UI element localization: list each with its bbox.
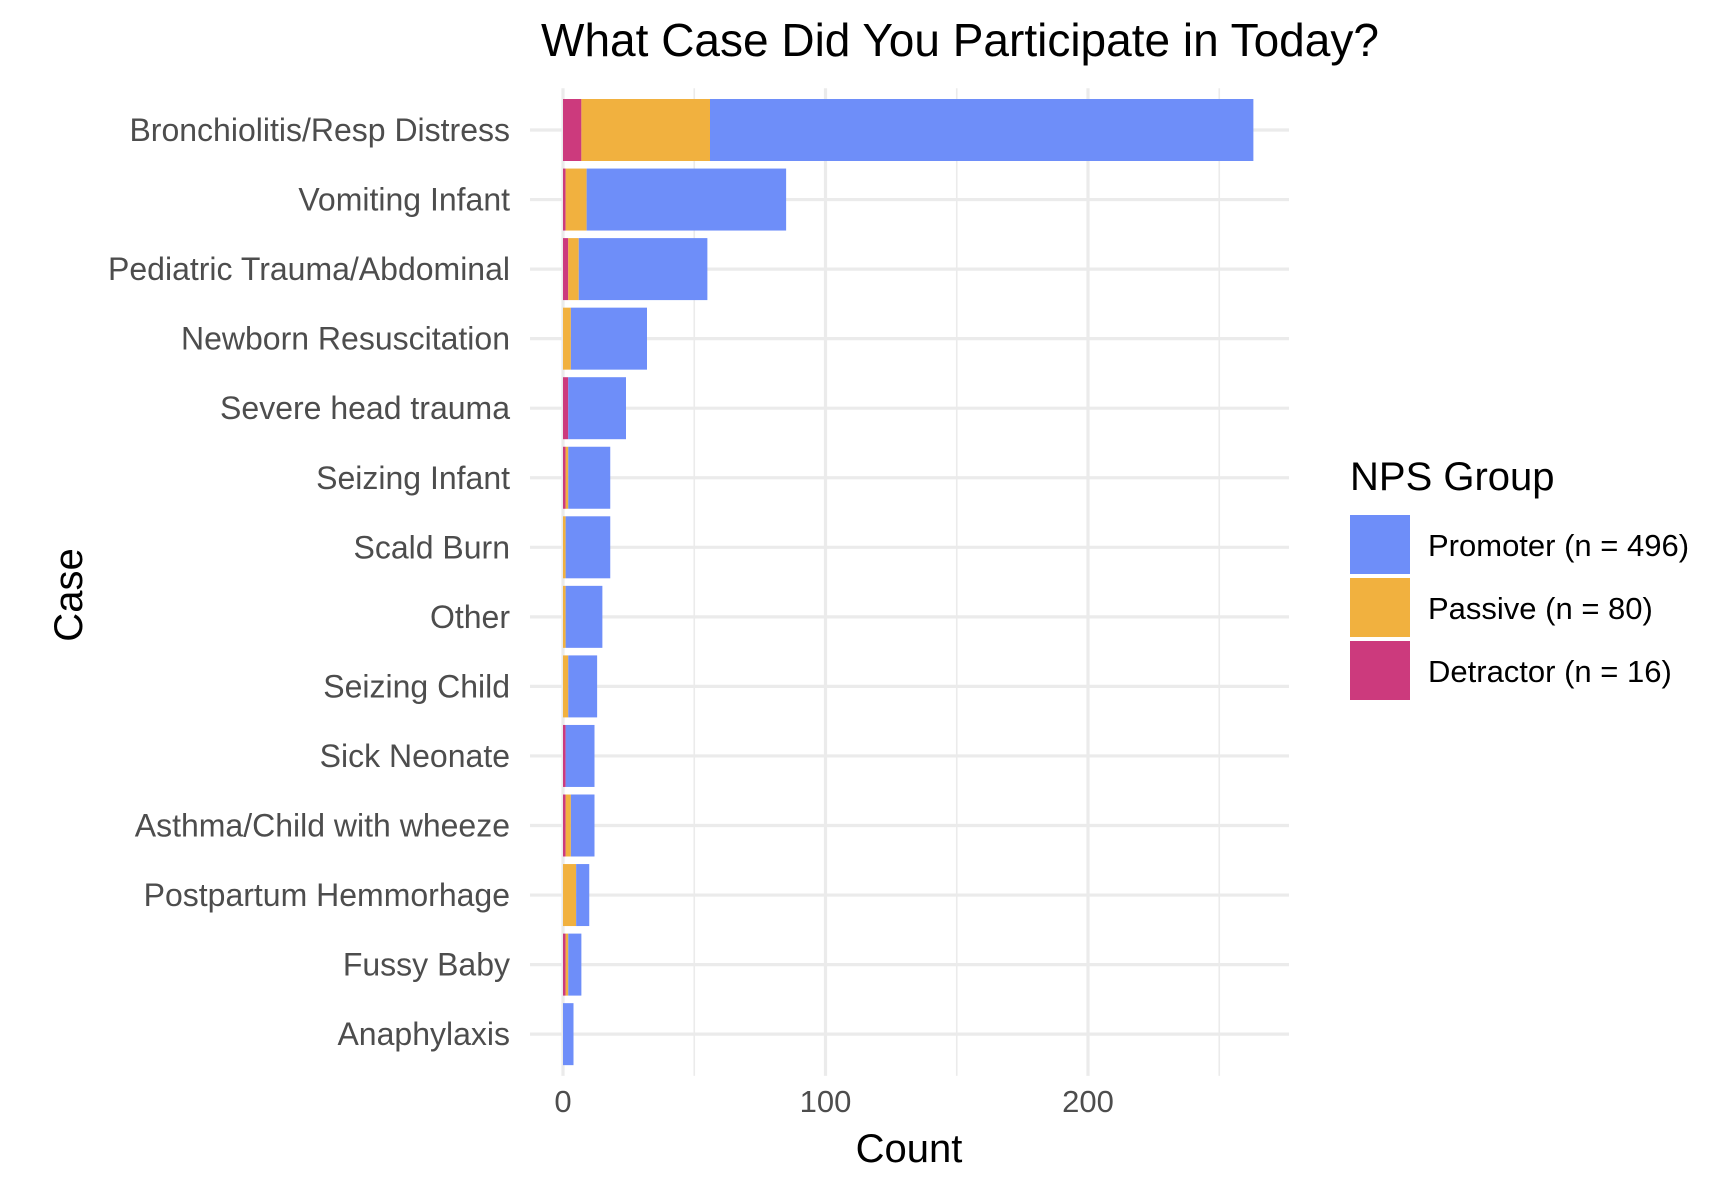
category-label: Pediatric Trauma/Abdominal xyxy=(108,251,510,287)
legend: NPS Group Promoter (n = 496) Passive (n =… xyxy=(1350,455,1689,700)
x-tick-label: 0 xyxy=(554,1084,571,1119)
x-axis-title: Count xyxy=(856,1127,963,1171)
legend-swatch xyxy=(1350,641,1410,700)
category-labels: Bronchiolitis/Resp Distress Vomiting Infa… xyxy=(108,112,510,1052)
legend-swatch xyxy=(1350,578,1410,637)
bar-detractor xyxy=(563,168,566,231)
bar-passive xyxy=(565,794,571,857)
bar-detractor xyxy=(563,238,569,301)
bar-passive xyxy=(563,864,577,927)
category-label: Scald Burn xyxy=(353,529,510,565)
category-label: Anaphylaxis xyxy=(337,1016,510,1052)
category-label: Other xyxy=(430,599,510,635)
y-axis-title: Case xyxy=(47,548,91,641)
category-label: Postpartum Hemmorhage xyxy=(144,877,510,913)
bar-promoter xyxy=(565,516,611,579)
grid xyxy=(530,88,1289,1076)
legend-label: Detractor (n = 16) xyxy=(1428,654,1672,689)
bar-promoter xyxy=(568,377,626,440)
chart-title: What Case Did You Participate in Today? xyxy=(541,14,1379,66)
bar-promoter xyxy=(568,933,582,996)
legend-swatch xyxy=(1350,515,1410,574)
bar-passive xyxy=(563,585,566,648)
category-label: Severe head trauma xyxy=(220,390,510,426)
category-label: Seizing Infant xyxy=(316,460,510,496)
x-tick-labels: 0 100 200 xyxy=(554,1084,1113,1119)
bar-promoter xyxy=(568,655,598,718)
bar-detractor xyxy=(563,794,566,857)
bar-passive xyxy=(565,168,587,231)
category-label: Newborn Resuscitation xyxy=(181,321,510,357)
category-label: Seizing Child xyxy=(323,668,510,704)
bar-passive xyxy=(581,99,710,161)
bar-passive xyxy=(563,655,569,718)
bar-promoter xyxy=(578,238,708,301)
bar-passive xyxy=(568,238,579,301)
bar-promoter xyxy=(568,446,611,509)
bar-promoter xyxy=(570,794,595,857)
legend-title: NPS Group xyxy=(1350,455,1555,499)
bar-detractor xyxy=(563,933,566,996)
category-label: Asthma/Child with wheeze xyxy=(135,808,510,844)
bar-promoter xyxy=(570,307,647,370)
bar-detractor xyxy=(563,99,582,161)
bar-passive xyxy=(563,307,571,370)
bar-detractor xyxy=(563,724,566,787)
bar-promoter xyxy=(586,168,787,231)
bar-promoter xyxy=(565,724,595,787)
bar-passive xyxy=(565,933,569,996)
category-label: Sick Neonate xyxy=(320,738,510,774)
category-label: Fussy Baby xyxy=(343,947,510,983)
category-label: Vomiting Infant xyxy=(298,182,510,218)
bar-detractor xyxy=(563,446,566,509)
bars xyxy=(563,99,1254,1066)
x-tick-label: 100 xyxy=(800,1084,852,1119)
bar-promoter xyxy=(710,99,1254,161)
legend-items: Promoter (n = 496) Passive (n = 80) Detrac… xyxy=(1350,515,1689,700)
bar-passive xyxy=(565,446,569,509)
bar-passive xyxy=(563,516,566,579)
bar-detractor xyxy=(563,377,569,440)
bar-promoter xyxy=(563,1003,574,1066)
legend-label: Promoter (n = 496) xyxy=(1428,528,1689,563)
category-label: Bronchiolitis/Resp Distress xyxy=(129,112,510,148)
legend-label: Passive (n = 80) xyxy=(1428,591,1653,626)
bar-promoter xyxy=(565,585,603,648)
bar-promoter xyxy=(576,864,590,927)
x-tick-label: 200 xyxy=(1062,1084,1114,1119)
